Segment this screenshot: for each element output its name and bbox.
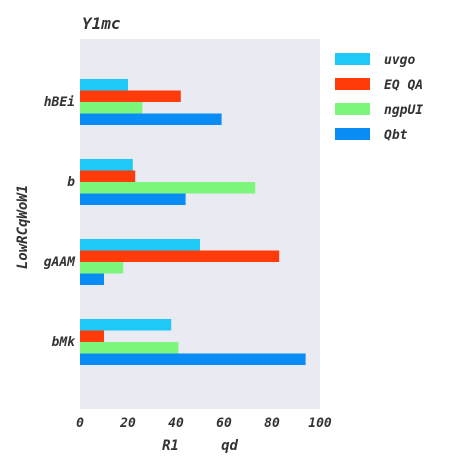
bars-layer [80, 79, 306, 365]
legend-swatch-EQ-QA [335, 78, 370, 90]
legend-label-Qbt: Qbt [384, 128, 408, 143]
legend-swatch-uvgo [335, 53, 370, 65]
y-axis-label: LowRCqWoW1 [15, 185, 31, 269]
x-tick-labels: 0 20 40 60 80 100 [76, 416, 332, 431]
x-tick-label: 100 [308, 416, 332, 431]
x-tick-label: 60 [216, 416, 232, 431]
chart-title: Y1mc [82, 14, 121, 33]
bar-b-uvgo [80, 159, 133, 171]
y-tick-label: gAAM [44, 255, 76, 270]
x-tick-label: 80 [264, 416, 280, 431]
bar-hBEi-EQ-QA [80, 90, 181, 102]
bar-gAAM-Qbt [80, 273, 104, 285]
x-tick-label: 20 [119, 416, 136, 431]
bar-b-EQ-QA [80, 170, 136, 182]
bar-hBEi-Qbt [80, 113, 222, 125]
legend-swatch-Qbt [335, 128, 370, 140]
legend-swatch-ngpUI [335, 103, 370, 115]
bar-bMk-Qbt [80, 353, 306, 365]
bar-b-ngpUI [80, 182, 256, 194]
y-tick-labels: hBEi b gAAM bMk [44, 95, 76, 350]
y-tick-label: hBEi [44, 95, 75, 110]
bar-gAAM-EQ-QA [80, 250, 280, 262]
bar-gAAM-uvgo [80, 239, 200, 251]
bar-bMk-ngpUI [80, 342, 179, 354]
legend: uvgo EQ QA ngpUI Qbt [335, 53, 423, 143]
bar-b-Qbt [80, 193, 186, 205]
bar-bMk-uvgo [80, 319, 172, 331]
x-tick-label: 40 [168, 416, 184, 431]
y-tick-label: b [67, 175, 75, 190]
y-tick-label: bMk [52, 335, 77, 350]
x-axis-label: R1 qd [162, 438, 238, 454]
bar-gAAM-ngpUI [80, 262, 124, 274]
x-tick-label: 0 [76, 416, 84, 431]
legend-label-uvgo: uvgo [384, 53, 415, 68]
legend-label-EQ-QA: EQ QA [384, 78, 423, 93]
bar-hBEi-uvgo [80, 79, 128, 91]
bar-bMk-EQ-QA [80, 330, 104, 342]
legend-label-ngpUI: ngpUI [384, 103, 423, 118]
bar-hBEi-ngpUI [80, 102, 143, 114]
